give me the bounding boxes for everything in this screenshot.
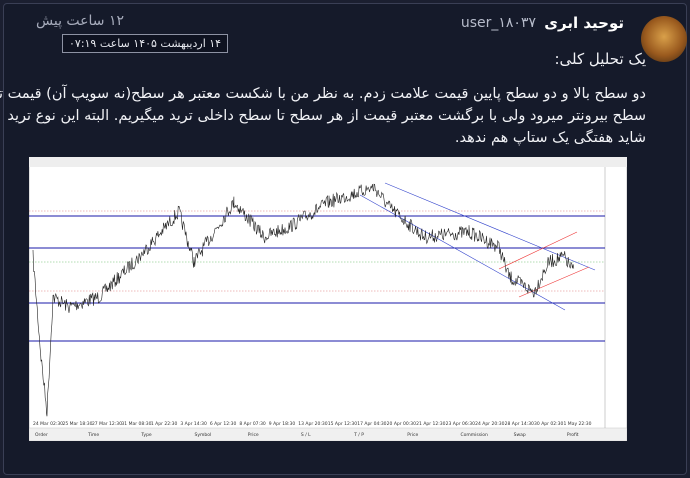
x-label: 6 Apr 12:30 [210,421,237,427]
terminal-column: Symbol [195,432,212,438]
x-label: 9 Apr 18:30 [269,421,296,427]
terminal-column: Price [248,432,259,438]
levels [29,182,605,342]
x-label: 3 Apr 14:30 [180,421,207,427]
terminal-column: Profit [567,432,579,438]
x-label: 24 Mar 02:30 [33,421,63,427]
terminal-column: Swap [514,432,526,438]
terminal-column: Time [87,432,99,438]
post-body: دو سطح بالا و دو سطح پایین قیمت علامت زد… [0,83,646,149]
author-handle[interactable]: user_۱۸۰۳۷ [460,15,536,31]
body-line: شاید هفتگی یک ستاپ هم ندهد. [454,130,646,146]
x-label: 27 Mar 12:30 [92,421,122,427]
body-line: دو سطح بالا و دو سطح پایین قیمت علامت زد… [0,86,646,102]
price-line [32,183,575,417]
terminal-column: S / L [301,432,311,438]
x-label: 13 Apr 20:30 [298,421,327,427]
x-label: 28 Apr 14:30 [505,421,534,427]
x-label: 17 Apr 04:30 [357,421,386,427]
terminal-bar [29,427,627,441]
x-label: 23 Apr 06:30 [446,421,475,427]
x-label: 24 Apr 20:30 [475,421,504,427]
body-line: سطح بیرونتر میرود ولی با برگشت معتبر قیم… [7,108,646,124]
time-tooltip: ۱۴ اردیبهشت ۱۴۰۵ ساعت ۰۷:۱۹ [62,34,229,53]
terminal-column: T / P [353,432,364,438]
x-label: 15 Apr 12:30 [328,421,357,427]
toolbar [29,157,627,167]
terminal-column: Price [407,432,418,438]
post-time[interactable]: ۱۲ ساعت پیش [36,13,125,29]
attached-chart[interactable]: 24 Mar 02:30 25 Mar 18:30 27 Mar 12:30 31 M… [29,157,627,441]
x-label: 8 Apr 07:30 [239,421,266,427]
x-label: 20 Apr 00:30 [387,421,416,427]
x-label: 25 Mar 18:30 [62,421,92,427]
x-label: 30 Apr 02:30 [534,421,563,427]
x-label: 31 Mar 08:30 [121,421,151,427]
terminal-column: Commission [460,432,488,438]
x-label: 1 May 22:30 [564,421,592,427]
x-label: 1 Apr 22:30 [151,421,178,427]
x-label: 21 Apr 12:30 [416,421,445,427]
terminal-column: Order [35,432,48,438]
avatar[interactable] [641,16,687,62]
post-heading: یک تحلیل کلی: [554,50,646,68]
author-name[interactable]: توحید ابری [544,14,624,32]
terminal-column: Type [140,432,152,438]
